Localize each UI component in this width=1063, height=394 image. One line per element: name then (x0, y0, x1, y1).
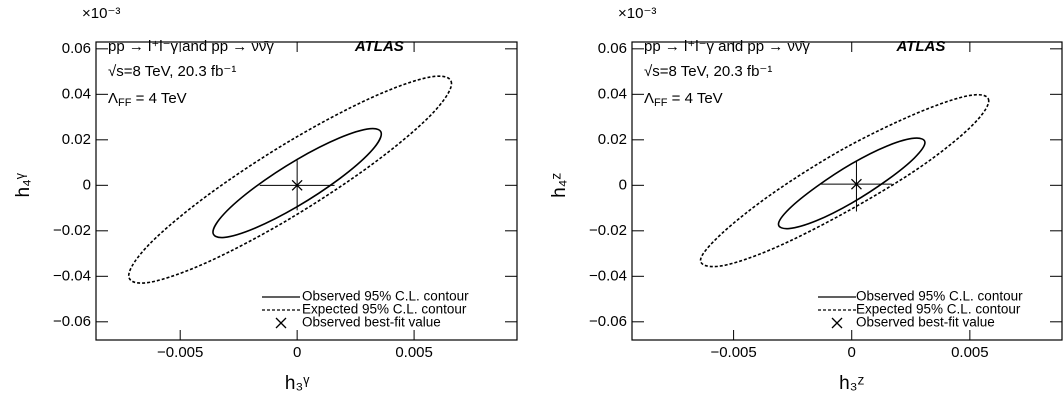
best-fit-cross (291, 179, 303, 191)
y-tick-label: −0.02 (53, 222, 91, 239)
y-tick-label: 0 (619, 176, 627, 193)
panel: −0.005 0 0.005 −0.06 −0.04 −0.02 0 0.02 0.04 0.06… (549, 5, 1063, 394)
annotation: √s=8 TeV, 20.3 fb⁻¹ (108, 63, 236, 80)
legend-marker (831, 317, 843, 329)
x-tick-label: 0.005 (951, 344, 989, 361)
legend-label: Observed best-fit value (302, 315, 441, 330)
contour-line (777, 137, 926, 230)
annotation: pp → l⁺l⁻γ and pp → νν̄γ (108, 38, 274, 55)
annotation-part: = 4 TeV (667, 90, 722, 107)
x-tick-label: −0.005 (157, 344, 203, 361)
y-tick-label: −0.04 (53, 267, 91, 284)
annotation-part: = 4 TeV (131, 90, 186, 107)
plot-frame (95, 41, 518, 341)
experiment-label: ATLAS (354, 38, 404, 55)
best-fit-marker (291, 179, 303, 191)
annotation-part: FF (654, 97, 668, 109)
annotation: √s=8 TeV, 20.3 fb⁻¹ (644, 63, 772, 80)
legend-label: Expected 95% C.L. contour (856, 302, 1021, 317)
x-tick-label: 0 (293, 344, 301, 361)
x-axis-label: h₃ᶻ (839, 373, 864, 394)
annotation-part: Λ (108, 90, 118, 107)
contour-line (212, 127, 383, 239)
x-tick-label: 0.005 (395, 344, 433, 361)
y-tick-label: 0.02 (598, 131, 627, 148)
y-tick-label: 0 (83, 176, 91, 193)
annotation: pp → l⁺l⁻γ and pp → νν̄γ (644, 38, 810, 55)
best-fit-cross (850, 178, 862, 190)
contour-line (699, 93, 990, 268)
y-axis-label: h₄ᶻ (549, 173, 570, 198)
annotation: ΛFF = 4 TeV (644, 90, 723, 109)
y-tick-label: −0.06 (589, 313, 627, 330)
plot-frame (631, 41, 1063, 341)
axis-multiplier: ×10⁻³ (618, 5, 656, 22)
y-tick-label: −0.02 (589, 222, 627, 239)
y-tick-label: 0.02 (62, 131, 91, 148)
x-tick-label: 0 (848, 344, 856, 361)
axis-multiplier: ×10⁻³ (82, 5, 120, 22)
experiment-label: ATLAS (895, 38, 945, 55)
annotation-part: FF (118, 97, 132, 109)
best-fit-marker (850, 178, 862, 190)
legend-label: Observed best-fit value (856, 315, 995, 330)
y-tick-label: 0.06 (62, 40, 91, 57)
legend-label: Expected 95% C.L. contour (302, 302, 467, 317)
x-tick-label: −0.005 (710, 344, 756, 361)
legend-label: Observed 95% C.L. contour (856, 289, 1023, 304)
annotation: ΛFF = 4 TeV (108, 90, 187, 109)
annotation-part: Λ (644, 90, 654, 107)
legend-marker (275, 317, 287, 329)
panel: −0.005 0 0.005 −0.06 −0.04 −0.02 0 0.02 0.04 0.06… (13, 5, 518, 394)
y-tick-label: 0.04 (62, 85, 91, 102)
contour-line (127, 75, 453, 284)
y-tick-label: −0.04 (589, 267, 627, 284)
y-tick-label: 0.06 (598, 40, 627, 57)
y-axis-label: h₄ᵞ (13, 172, 34, 197)
legend-label: Observed 95% C.L. contour (302, 289, 469, 304)
y-tick-label: 0.04 (598, 85, 627, 102)
x-axis-label: h₃ᵞ (285, 373, 310, 394)
y-tick-label: −0.06 (53, 313, 91, 330)
